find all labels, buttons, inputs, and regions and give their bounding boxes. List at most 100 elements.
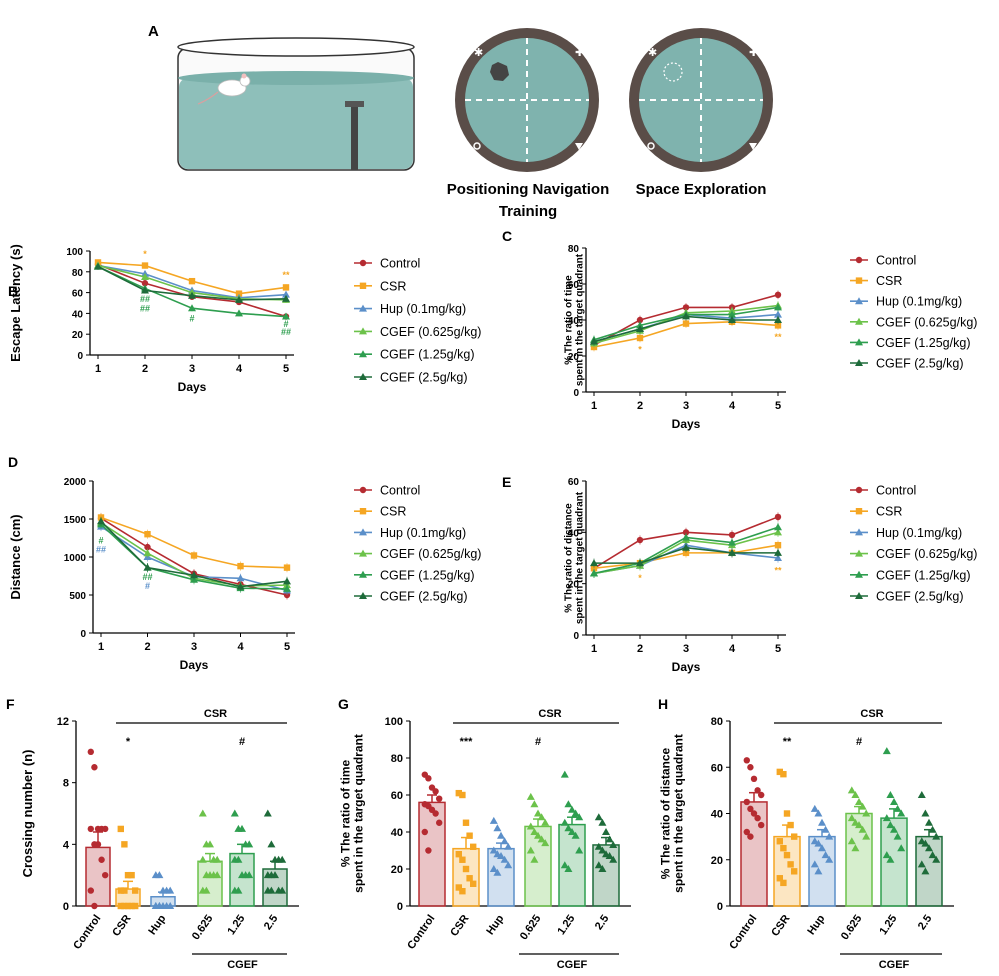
scatter-point: [758, 791, 765, 799]
scatter-point: [198, 855, 207, 863]
y-tick-label: 60: [568, 477, 580, 488]
y-tick-label: 40: [72, 309, 84, 320]
scatter-point: [530, 855, 539, 863]
start-marker-plus-icon: ✚: [575, 47, 584, 59]
data-point: [188, 304, 196, 312]
sig-annotation: ##: [140, 294, 150, 304]
y-tick-label: 20: [568, 580, 580, 591]
data-point: [636, 536, 644, 544]
scatter-point: [594, 861, 603, 869]
data-point: [774, 513, 782, 521]
legend-label: CGEF (0.625g/kg): [876, 315, 977, 329]
scatter-point: [851, 791, 860, 798]
legend-label: Hup (0.1mg/kg): [380, 302, 466, 316]
scatter-point: [124, 871, 132, 879]
scatter-point: [94, 841, 102, 848]
data-point: [283, 584, 291, 592]
scatter-point: [489, 816, 498, 824]
x-tick-label: 2: [144, 641, 150, 653]
legend-label: Hup (0.1mg/kg): [380, 526, 466, 540]
series-5: [590, 543, 782, 568]
scatter-point: [504, 861, 513, 869]
scatter-point: [818, 818, 826, 826]
x-axis-label: Days: [178, 380, 207, 394]
scatter-point: [425, 847, 432, 854]
scatter-point: [818, 844, 826, 852]
start-marker-triangle-icon: [749, 143, 757, 150]
scatter-point: [459, 791, 466, 799]
sig-annotation: ***: [460, 736, 474, 748]
sig-annotation: **: [282, 270, 290, 280]
y-tick-label: 2000: [64, 477, 87, 488]
scatter-point: [568, 828, 576, 835]
scatter-point: [747, 764, 754, 771]
data-point: [141, 273, 149, 280]
scatter-point: [780, 770, 787, 778]
y-tick-label: 1000: [64, 553, 87, 564]
x-axis-label: Days: [672, 417, 701, 431]
scatter-point: [598, 865, 607, 872]
scatter-point: [886, 821, 895, 829]
panel-letter: E: [502, 474, 511, 490]
sig-annotation: *: [126, 736, 131, 748]
scatter-point: [917, 791, 926, 798]
scatter-point: [91, 902, 98, 910]
scatter-point: [128, 902, 135, 910]
scatter-point: [776, 875, 783, 882]
scatter-point: [858, 802, 867, 810]
scatter-point: [855, 797, 863, 805]
scatter-point: [932, 855, 941, 863]
data-point: [774, 322, 782, 329]
scatter-point: [560, 818, 569, 826]
scatter-point: [436, 819, 443, 826]
data-point: [636, 316, 644, 324]
data-point: [141, 262, 149, 269]
sig-annotation: *: [638, 344, 642, 354]
data-point: [774, 528, 782, 536]
scatter-point: [155, 902, 164, 909]
data-point: [190, 552, 198, 559]
legend-marker: [855, 549, 863, 557]
start-marker-star-icon: ✱: [474, 47, 483, 59]
scatter-point: [882, 814, 891, 822]
bar-5: [915, 791, 943, 907]
scatter-point: [102, 871, 109, 879]
scatter-point: [862, 809, 871, 817]
scatter-point: [743, 798, 750, 806]
scatter-point: [928, 825, 937, 833]
navigation-training-map: ✱ ✚: [455, 28, 599, 172]
bar-0: [418, 771, 446, 907]
sig-annotation: **: [774, 565, 782, 575]
chart-C: C 0 20 40 60 80 1 2 3 4 5 Days % The ratio of timesp…: [502, 228, 977, 431]
legend-label: Control: [876, 254, 916, 268]
y-tick-label: 0: [80, 629, 86, 640]
scatter-point: [91, 764, 98, 771]
scatter-point: [530, 800, 539, 808]
scatter-point: [526, 792, 535, 800]
x-axis-label: Days: [672, 660, 701, 674]
legend-marker: [359, 373, 367, 380]
x-tick-label: 2.5: [916, 913, 935, 932]
data-point: [682, 543, 690, 551]
sig-annotation: ##: [96, 544, 106, 554]
x-tick-label: 2.5: [593, 913, 612, 932]
scatter-point: [787, 821, 794, 829]
bar-2: [808, 804, 836, 907]
x-tick-label: 2.5: [262, 913, 281, 932]
scatter-point: [278, 855, 287, 863]
legend-label: CSR: [876, 274, 902, 288]
legend-marker: [855, 317, 863, 325]
scatter-point: [121, 841, 128, 848]
scatter-point: [245, 871, 254, 879]
data-point: [728, 531, 736, 539]
x-tick-label: 3: [189, 363, 195, 375]
x-tick-label: 1: [98, 641, 104, 653]
panel-a-letter: A: [148, 23, 159, 40]
x-tick-label: Control: [727, 913, 759, 952]
x-tick-label: 1: [95, 363, 101, 375]
scatter-point: [166, 886, 175, 894]
legend-label: Hup (0.1mg/kg): [876, 295, 962, 309]
y-tick-label: 60: [391, 790, 403, 802]
x-tick-label: 5: [283, 363, 289, 375]
legend-label: CGEF (1.25g/kg): [876, 568, 970, 582]
